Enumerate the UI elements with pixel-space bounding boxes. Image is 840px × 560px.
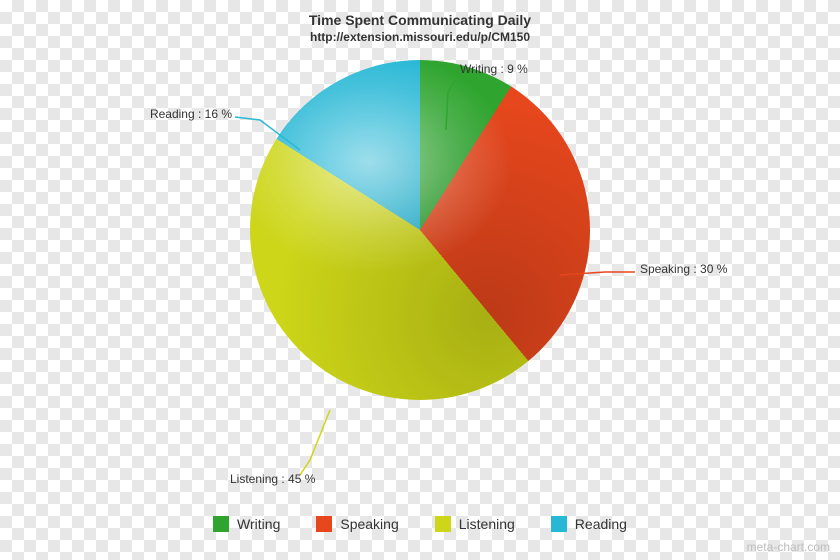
legend-swatch-reading xyxy=(551,516,567,532)
legend-label-writing: Writing xyxy=(237,516,280,532)
callout-reading: Reading : 16 % xyxy=(150,107,232,121)
callout-writing: Writing : 9 % xyxy=(460,62,528,76)
legend-label-listening: Listening xyxy=(459,516,515,532)
legend-item-writing: Writing xyxy=(213,516,280,532)
legend-swatch-listening xyxy=(435,516,451,532)
watermark-text: meta-chart.com xyxy=(747,540,830,554)
legend-label-speaking: Speaking xyxy=(340,516,398,532)
pie-gloss-overlay xyxy=(250,60,590,400)
legend-item-speaking: Speaking xyxy=(316,516,398,532)
legend-swatch-writing xyxy=(213,516,229,532)
callout-listening: Listening : 45 % xyxy=(230,472,315,486)
chart-stage: Time Spent Communicating Daily http://ex… xyxy=(0,0,840,560)
chart-subtitle: http://extension.missouri.edu/p/CM150 xyxy=(0,30,840,44)
legend-label-reading: Reading xyxy=(575,516,627,532)
legend-swatch-speaking xyxy=(316,516,332,532)
legend: Writing Speaking Listening Reading xyxy=(0,516,840,532)
legend-item-listening: Listening xyxy=(435,516,515,532)
pie-chart xyxy=(250,60,590,400)
chart-title: Time Spent Communicating Daily xyxy=(0,12,840,28)
titles: Time Spent Communicating Daily http://ex… xyxy=(0,12,840,44)
pie-container xyxy=(0,60,840,400)
legend-item-reading: Reading xyxy=(551,516,627,532)
callout-speaking: Speaking : 30 % xyxy=(640,262,727,276)
